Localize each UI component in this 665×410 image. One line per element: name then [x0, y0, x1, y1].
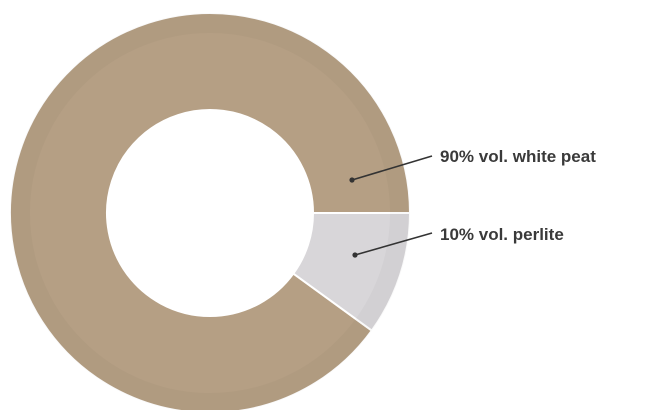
- leader-white-peat: [349, 155, 433, 183]
- slice-perlite: [291, 212, 412, 332]
- slice-label-perlite: 10% vol. perlite: [440, 225, 564, 244]
- leader-line-white-peat: [351, 155, 433, 181]
- leader-dot-perlite: [352, 252, 358, 258]
- leader-perlite: [352, 232, 433, 258]
- slice-label-white-peat: 90% vol. white peat: [440, 147, 596, 166]
- leader-dot-white-peat: [349, 177, 355, 183]
- donut-slices: [9, 12, 412, 410]
- slice-white-peat: [9, 12, 412, 410]
- leader-line-perlite: [354, 232, 433, 256]
